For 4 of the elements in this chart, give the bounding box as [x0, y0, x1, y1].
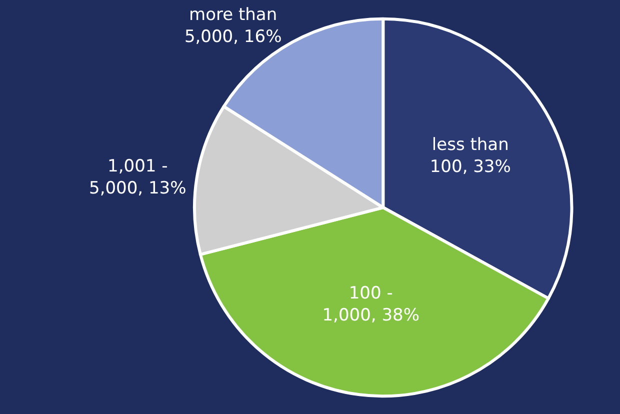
slice-label: 1,001 - 5,000, 13%: [89, 156, 186, 199]
slice-label: more than 5,000, 16%: [184, 4, 282, 48]
slice-label: 100 - 1,000, 38%: [322, 283, 420, 326]
slice-label: less than 100, 33%: [430, 134, 511, 177]
